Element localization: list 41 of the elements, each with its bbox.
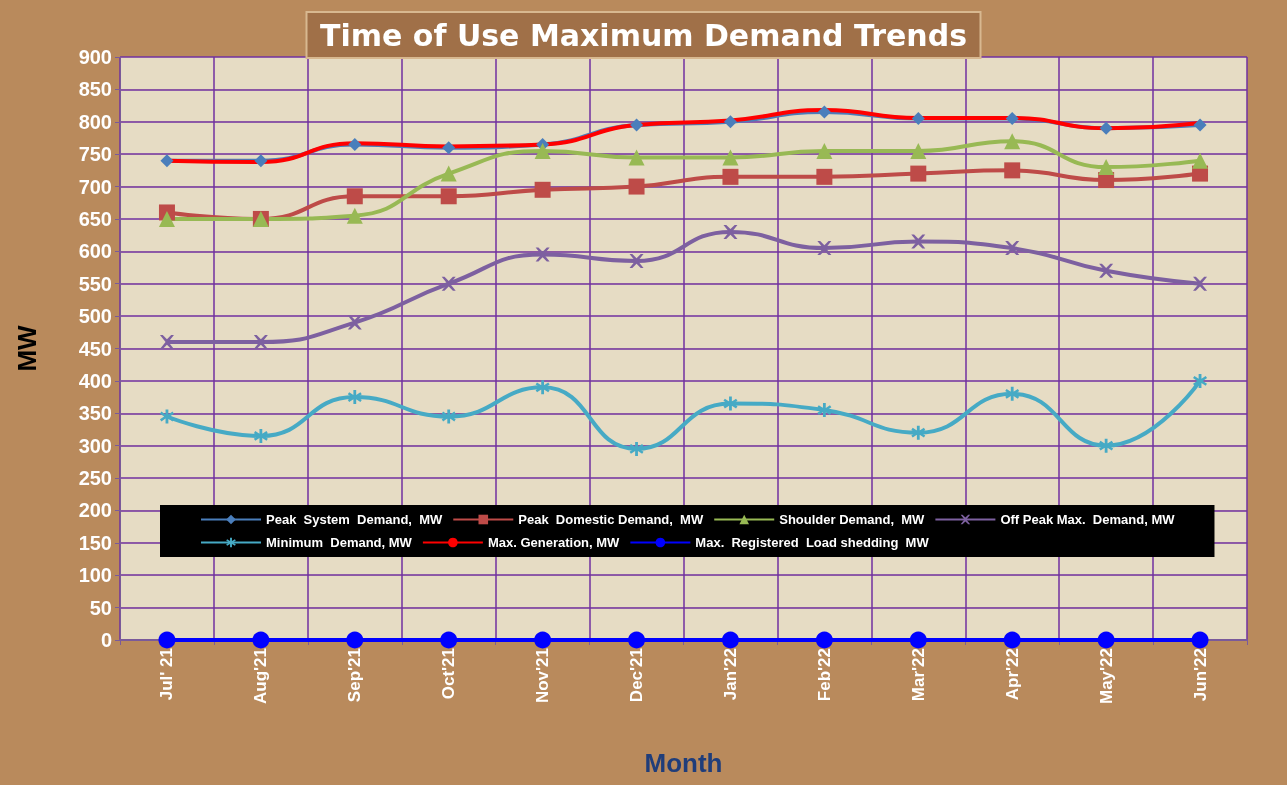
x-tick-label: Jul' 21 xyxy=(157,648,177,701)
legend-label: Shoulder Demand, MW xyxy=(779,512,926,527)
y-tick-label: 200 xyxy=(78,499,112,522)
y-tick-label: 250 xyxy=(78,467,112,490)
y-tick-label: 300 xyxy=(78,434,112,457)
legend-label: Off Peak Max. Demand, MW xyxy=(1000,512,1176,527)
y-tick-label: 500 xyxy=(78,305,112,328)
x-tick-label: May'22 xyxy=(1096,648,1116,705)
y-tick-label: 700 xyxy=(78,175,112,198)
legend-label: Minimum Demand, MW xyxy=(266,535,413,550)
y-tick-label: 850 xyxy=(78,78,112,101)
x-tick-label: Feb'22 xyxy=(814,648,834,702)
y-tick-label: 650 xyxy=(78,207,112,230)
y-tick-label: 550 xyxy=(78,272,112,295)
y-tick-label: 800 xyxy=(78,110,112,133)
legend-label: Peak System Demand, MW xyxy=(266,512,444,527)
legend-label: Max. Registered Load shedding MW xyxy=(695,535,930,550)
x-tick-label: Mar'22 xyxy=(908,648,928,702)
y-tick-label: 900 xyxy=(78,46,112,68)
x-axis-title: Month xyxy=(644,748,723,778)
y-tick-label: 100 xyxy=(78,564,112,587)
y-tick-label: 400 xyxy=(78,369,112,392)
x-tick-label: Jun'22 xyxy=(1190,648,1210,702)
y-tick-label: 450 xyxy=(78,337,112,360)
y-tick-label: 600 xyxy=(78,240,112,263)
y-tick-label: 0 xyxy=(100,629,112,651)
x-tick-label: Dec'21 xyxy=(627,648,647,703)
legend-label: Max. Generation, MW xyxy=(487,535,621,550)
y-tick-label: 750 xyxy=(78,143,112,166)
y-tick-label: 150 xyxy=(78,531,112,554)
y-tick-label: 50 xyxy=(89,596,112,619)
x-tick-label: Nov'21 xyxy=(533,648,553,704)
y-tick-label: 350 xyxy=(78,402,112,425)
x-tick-label: Sep'21 xyxy=(345,648,365,703)
x-tick-label: Aug'21 xyxy=(251,648,271,704)
legend-label: Peak Domestic Demand, MW xyxy=(518,512,704,527)
chart-title: Time of Use Maximum Demand Trends xyxy=(320,17,967,53)
x-tick-label: Jan'22 xyxy=(720,648,740,701)
y-axis-title: MW xyxy=(12,324,42,372)
x-tick-label: Oct'21 xyxy=(439,648,459,700)
x-tick-label: Apr'22 xyxy=(1002,648,1022,701)
